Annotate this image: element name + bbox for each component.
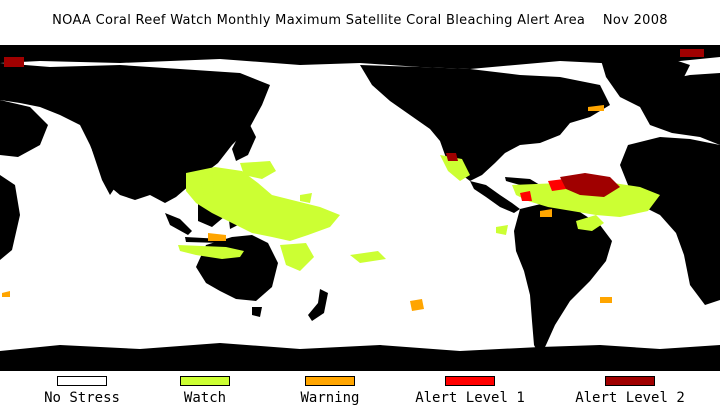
alert2-gulf-california <box>446 153 458 161</box>
watch-tuvalu <box>300 193 312 203</box>
arabia-left <box>0 100 48 157</box>
watch-west-pacific <box>186 167 340 241</box>
legend-item-warning: Warning <box>270 375 390 411</box>
india <box>92 145 125 195</box>
watch-indonesia <box>178 245 244 259</box>
south-america <box>514 203 612 357</box>
legend-swatch-alert-level-1 <box>445 376 495 386</box>
alert-level-2-areas <box>4 49 704 197</box>
tasmania <box>252 307 262 317</box>
alert2-north-atlantic <box>680 49 704 57</box>
legend-swatch-warning <box>305 376 355 386</box>
watch-brazil <box>576 215 604 231</box>
alert2-caribbean-main <box>560 173 620 197</box>
central-america <box>470 181 520 213</box>
watch-areas <box>178 155 660 271</box>
legend-label-watch: Watch <box>183 390 227 406</box>
alert-level-1-areas <box>520 179 566 201</box>
warning-areas <box>2 105 612 311</box>
antarctica <box>0 343 720 371</box>
legend-label-alert-level-2: Alert Level 2 <box>575 390 685 406</box>
warning-timor <box>208 233 226 241</box>
map-title: NOAA Coral Reef Watch Monthly Maximum Sa… <box>52 13 668 28</box>
japan <box>232 125 256 161</box>
watch-gulf-california <box>440 155 470 181</box>
legend-swatch-watch <box>180 376 230 386</box>
new-zealand <box>308 289 328 321</box>
warning-south-pacific <box>410 299 424 311</box>
alert1-central <box>520 191 532 201</box>
legend-item-alert-level-1: Alert Level 1 <box>410 375 530 411</box>
alert2-northwest-europe <box>4 57 24 67</box>
north-america <box>360 65 610 181</box>
africa-right <box>620 137 720 305</box>
warning-west-indian <box>2 291 10 297</box>
legend-label-no-stress: No Stress <box>44 390 120 406</box>
warning-south-atlantic <box>600 297 612 303</box>
sumatra <box>165 213 192 235</box>
warning-caribbean <box>540 209 552 217</box>
legend-swatch-alert-level-2 <box>605 376 655 386</box>
asia-landmass <box>0 63 270 203</box>
arctic-land <box>0 45 720 69</box>
warning-gulf-mexico <box>588 105 604 111</box>
watch-south-china-sea <box>200 175 214 195</box>
world-map <box>0 45 720 371</box>
legend-label-alert-level-1: Alert Level 1 <box>415 390 525 406</box>
watch-micronesia <box>240 161 276 179</box>
europe-right <box>640 73 720 145</box>
watch-caribbean <box>512 181 660 217</box>
africa-east-left <box>0 175 20 260</box>
watch-coral-sea <box>280 243 314 271</box>
cuba <box>505 177 540 185</box>
legend-label-warning: Warning <box>300 390 360 406</box>
watch-cook-islands <box>350 251 386 263</box>
legend-item-alert-level-2: Alert Level 2 <box>570 375 690 411</box>
legend-item-watch: Watch <box>145 375 265 411</box>
alert1-caribbean <box>548 179 566 191</box>
legend-swatch-no-stress <box>57 376 107 386</box>
legend-item-no-stress: No Stress <box>22 375 142 411</box>
watch-atlantic-small <box>496 225 508 235</box>
